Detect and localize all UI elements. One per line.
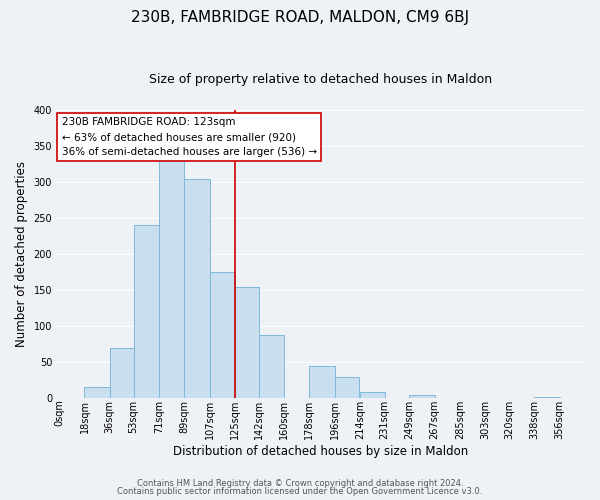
Bar bbox=[335, 376, 359, 398]
Bar bbox=[310, 366, 335, 398]
Bar bbox=[184, 178, 209, 398]
Text: 230B FAMBRIDGE ROAD: 123sqm
← 63% of detached houses are smaller (920)
36% of se: 230B FAMBRIDGE ROAD: 123sqm ← 63% of det… bbox=[62, 118, 317, 157]
Text: Contains public sector information licensed under the Open Government Licence v3: Contains public sector information licen… bbox=[118, 487, 482, 496]
Bar bbox=[159, 157, 184, 398]
Bar bbox=[134, 226, 159, 398]
Bar bbox=[259, 335, 284, 398]
Bar bbox=[85, 388, 110, 398]
Bar bbox=[110, 348, 134, 398]
X-axis label: Distribution of detached houses by size in Maldon: Distribution of detached houses by size … bbox=[173, 444, 468, 458]
Text: Contains HM Land Registry data © Crown copyright and database right 2024.: Contains HM Land Registry data © Crown c… bbox=[137, 478, 463, 488]
Title: Size of property relative to detached houses in Maldon: Size of property relative to detached ho… bbox=[149, 72, 492, 86]
Bar bbox=[360, 392, 385, 398]
Bar bbox=[409, 394, 434, 398]
Bar bbox=[209, 272, 235, 398]
Text: 230B, FAMBRIDGE ROAD, MALDON, CM9 6BJ: 230B, FAMBRIDGE ROAD, MALDON, CM9 6BJ bbox=[131, 10, 469, 25]
Bar bbox=[235, 286, 259, 398]
Bar bbox=[535, 396, 560, 398]
Y-axis label: Number of detached properties: Number of detached properties bbox=[15, 161, 28, 347]
